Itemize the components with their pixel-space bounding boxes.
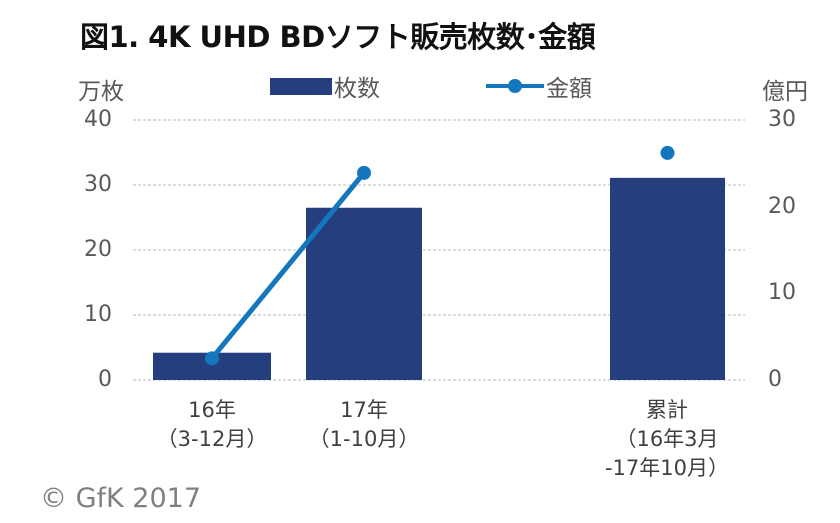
category-label-16: 16年 （3-12月） [142, 396, 282, 454]
left-tick: 30 [84, 172, 112, 197]
category-label-line: （1-10月） [308, 427, 420, 451]
left-tick: 0 [98, 367, 112, 392]
legend-bar-label: 枚数 [334, 76, 380, 102]
category-label-line: -17年10月） [604, 456, 730, 480]
bar [306, 207, 422, 380]
copyright-text: © GfK 2017 [40, 483, 202, 514]
line-segment [209, 170, 367, 361]
bar-series [153, 177, 725, 380]
right-tick: 10 [768, 280, 796, 305]
category-label-cumulative: 累計 （16年3月 -17年10月） [592, 396, 742, 483]
line-marker-swatch-icon [486, 76, 544, 96]
line-series [205, 145, 675, 366]
bar [610, 177, 725, 380]
category-label-line: （3-12月） [156, 427, 268, 451]
category-label-line: 17年 [340, 398, 388, 422]
legend-item-bar: 枚数 [270, 72, 380, 102]
right-tick: 30 [768, 107, 796, 132]
left-tick: 20 [84, 237, 112, 262]
chart-title: 図1. 4K UHD BDソフト販売枚数･金額 [80, 20, 596, 54]
right-tick: 0 [768, 367, 782, 392]
left-tick: 10 [84, 302, 112, 327]
bar-swatch-icon [270, 77, 332, 95]
legend-line-label: 金額 [546, 76, 592, 102]
legend-item-line: 金額 [486, 72, 592, 102]
left-axis-unit: 万枚 [78, 79, 124, 105]
line-marker [357, 165, 371, 180]
category-label-line: 16年 [188, 398, 236, 422]
right-tick: 20 [768, 194, 796, 219]
right-axis-unit: 億円 [762, 79, 808, 105]
line-marker [660, 145, 675, 160]
line-marker [205, 351, 219, 366]
category-label-line: 累計 [646, 398, 688, 422]
category-label-17: 17年 （1-10月） [294, 396, 434, 454]
category-label-line: （16年3月 [615, 427, 719, 451]
left-tick: 40 [84, 107, 112, 132]
